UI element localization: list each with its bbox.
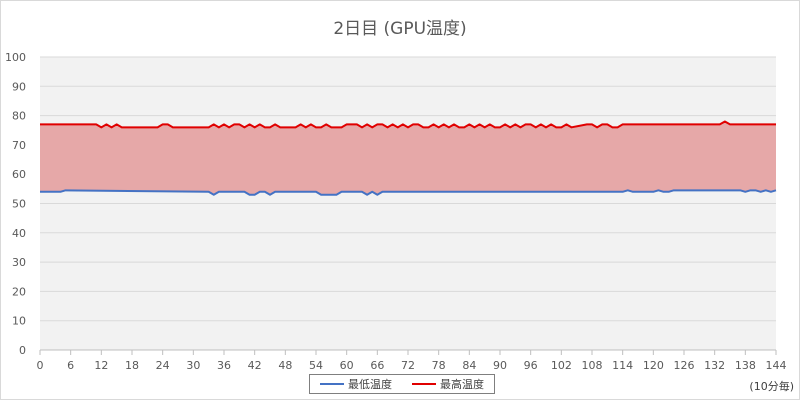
legend-item-max: 最高温度 (412, 376, 484, 392)
chart-title: 2日目 (GPU温度) (333, 19, 467, 39)
legend-label-min: 最低温度 (348, 378, 392, 391)
x-tick-label: 6 (67, 359, 74, 372)
x-tick-label: 84 (462, 359, 476, 372)
y-tick-label: 10 (12, 315, 26, 328)
y-tick-label: 90 (12, 80, 26, 93)
x-tick-label: 36 (217, 359, 231, 372)
x-axis-unit-label: (10分毎) (749, 380, 794, 393)
chart-legend: 最低温度 最高温度 (309, 374, 495, 394)
x-tick-label: 126 (674, 359, 695, 372)
y-tick-label: 60 (12, 168, 26, 181)
x-tick-label: 60 (340, 359, 354, 372)
x-tick-label: 54 (309, 359, 323, 372)
legend-label-max: 最高温度 (440, 378, 484, 391)
max-temp-series-line (40, 120, 776, 129)
x-tick-label: 30 (186, 359, 200, 372)
range-fill-area (40, 121, 776, 195)
legend-line-min-icon (320, 383, 344, 385)
x-tick-label: 138 (735, 359, 756, 372)
x-tick-label: 0 (37, 359, 44, 372)
y-tick-label: 80 (12, 110, 26, 123)
legend-item-min: 最低温度 (320, 376, 392, 392)
x-tick-label: 90 (493, 359, 507, 372)
x-tick-label: 114 (612, 359, 633, 372)
y-tick-label: 100 (5, 51, 26, 64)
x-tick-label: 24 (156, 359, 170, 372)
y-tick-label: 0 (19, 344, 26, 357)
legend-line-max-icon (412, 383, 436, 385)
x-tick-label: 144 (766, 359, 787, 372)
x-tick-label: 96 (524, 359, 538, 372)
x-tick-label: 48 (278, 359, 292, 372)
y-tick-label: 50 (12, 198, 26, 211)
x-tick-label: 18 (125, 359, 139, 372)
x-tick-label: 108 (582, 359, 603, 372)
y-tick-label: 40 (12, 227, 26, 240)
y-tick-label: 70 (12, 139, 26, 152)
x-tick-label: 102 (551, 359, 572, 372)
x-tick-label: 42 (248, 359, 262, 372)
y-tick-label: 20 (12, 285, 26, 298)
x-tick-label: 12 (94, 359, 108, 372)
y-tick-label: 30 (12, 256, 26, 269)
min-temp-series-line (40, 189, 777, 196)
x-tick-label: 78 (432, 359, 446, 372)
x-tick-label: 66 (370, 359, 384, 372)
x-tick-label: 120 (643, 359, 664, 372)
x-tick-label: 72 (401, 359, 415, 372)
x-tick-label: 132 (704, 359, 725, 372)
